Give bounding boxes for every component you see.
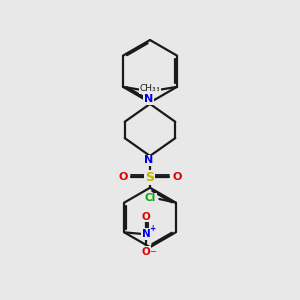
Text: O: O — [118, 172, 128, 182]
Text: N: N — [144, 155, 153, 165]
Text: N: N — [144, 94, 153, 104]
Text: N: N — [142, 229, 150, 239]
Text: O: O — [142, 247, 150, 256]
Text: O: O — [172, 172, 182, 182]
Text: +: + — [149, 224, 155, 233]
Text: −: − — [149, 247, 156, 256]
Text: S: S — [146, 171, 154, 184]
Text: O: O — [142, 212, 150, 222]
Text: Cl: Cl — [145, 194, 156, 203]
Text: CH₃: CH₃ — [140, 84, 156, 93]
Text: CH₃: CH₃ — [144, 84, 160, 93]
